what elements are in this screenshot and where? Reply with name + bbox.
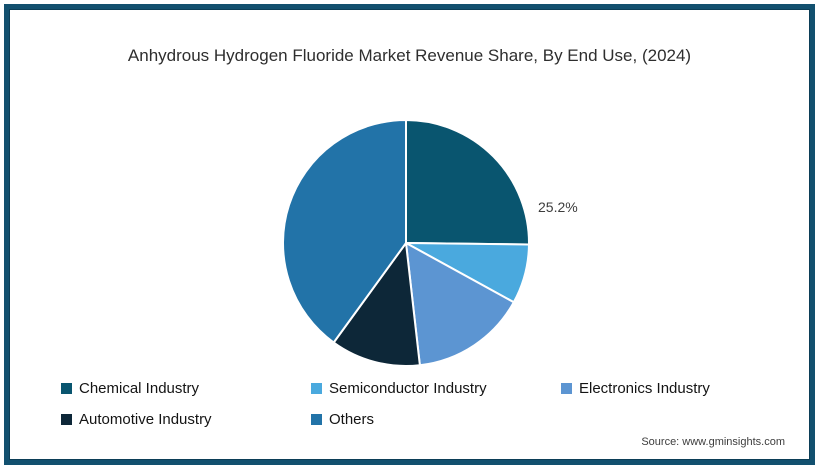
legend-label: Others: [329, 411, 375, 428]
legend-label: Automotive Industry: [79, 411, 212, 428]
slice-value-label: 25.2%: [538, 199, 578, 215]
chart-title: Anhydrous Hydrogen Fluoride Market Reven…: [127, 46, 692, 65]
legend-item-automotive-industry: Automotive Industry: [61, 411, 311, 428]
legend-label: Electronics Industry: [579, 380, 710, 397]
legend: Chemical Industry Semiconductor Industry E…: [61, 380, 811, 428]
legend-swatch-chemical-industry: [61, 383, 72, 394]
legend-swatch-electronics-industry: [561, 383, 572, 394]
source-attribution: Source: www.gminsights.com: [641, 436, 785, 448]
pie-slice-electronics-industry: [405, 242, 515, 367]
legend-item-electronics-industry: Electronics Industry: [561, 380, 811, 397]
legend-item-semiconductor-industry: Semiconductor Industry: [311, 380, 561, 397]
legend-swatch-others: [311, 414, 322, 425]
pie-slice-chemical-industry: [405, 119, 530, 246]
legend-swatch-semiconductor-industry: [311, 383, 322, 394]
legend-item-others: Others: [311, 411, 561, 428]
pie-slice-others: [282, 119, 407, 344]
legend-label: Semiconductor Industry: [329, 380, 487, 397]
legend-item-chemical-industry: Chemical Industry: [61, 380, 311, 397]
pie-slice-automotive-industry: [332, 242, 421, 367]
legend-label: Chemical Industry: [79, 380, 200, 397]
legend-swatch-automotive-industry: [61, 414, 72, 425]
